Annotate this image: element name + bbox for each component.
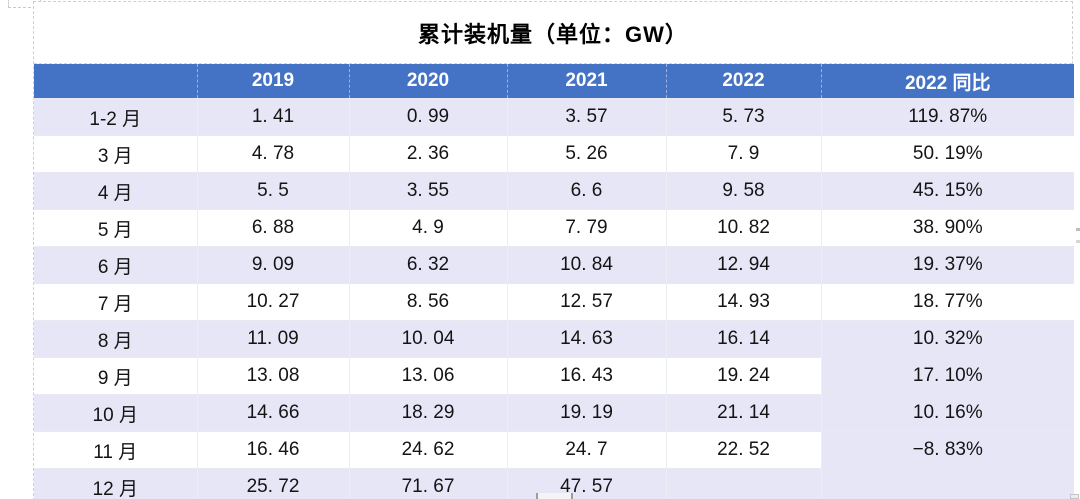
table-row: 11 月 16. 46 24. 62 24. 7 22. 52 −8. 83% — [34, 431, 1074, 469]
scrollbar-corner-fragment — [1070, 494, 1079, 499]
capacity-table: 累计装机量（单位：GW） 2019 2020 2021 2022 2022 同比 1-2… — [33, 1, 1074, 499]
value-cell: 5. 5 — [197, 172, 350, 210]
value-cell: 14. 66 — [197, 394, 350, 432]
value-cell: −8. 83% — [821, 431, 1074, 469]
value-cell: 16. 43 — [507, 357, 667, 395]
header-row: 2019 2020 2021 2022 2022 同比 — [34, 64, 1074, 99]
horizontal-scrollbar-thumb[interactable] — [536, 493, 573, 499]
table-row: 8 月 11. 09 10. 04 14. 63 16. 14 10. 32% — [34, 320, 1074, 358]
header-cell: 2021 — [507, 64, 667, 99]
value-cell: 25. 72 — [197, 468, 350, 499]
value-cell: 24. 62 — [349, 431, 508, 469]
value-cell: 19. 37% — [821, 246, 1074, 284]
header-cell: 2022 同比 — [821, 64, 1074, 99]
row-label-cell: 11 月 — [34, 431, 198, 469]
value-cell: 10. 27 — [197, 283, 350, 321]
value-cell: 3. 57 — [507, 98, 667, 136]
value-cell — [666, 468, 822, 499]
value-cell: 10. 16% — [821, 394, 1074, 432]
value-cell: 4. 78 — [197, 135, 350, 173]
value-cell: 10. 32% — [821, 320, 1074, 358]
row-label-cell: 10 月 — [34, 394, 198, 432]
table-row: 12 月 25. 72 71. 67 47. 57 — [34, 468, 1074, 499]
value-cell: 5. 26 — [507, 135, 667, 173]
value-cell: 3. 55 — [349, 172, 508, 210]
value-cell: 6. 32 — [349, 246, 508, 284]
row-label-cell: 9 月 — [34, 357, 198, 395]
table-row: 1-2 月 1. 41 0. 99 3. 57 5. 73 119. 87% — [34, 98, 1074, 136]
vertical-scrollbar-fragment — [1076, 240, 1080, 243]
value-cell: 14. 93 — [666, 283, 822, 321]
value-cell: 19. 24 — [666, 357, 822, 395]
table-row: 4 月 5. 5 3. 55 6. 6 9. 58 45. 15% — [34, 172, 1074, 210]
data-table: 2019 2020 2021 2022 2022 同比 1-2 月 1. 41 0. 99 3… — [34, 64, 1074, 499]
value-cell: 17. 10% — [821, 357, 1074, 395]
value-cell: 8. 56 — [349, 283, 508, 321]
row-label-cell: 7 月 — [34, 283, 198, 321]
value-cell: 13. 06 — [349, 357, 508, 395]
value-cell: 6. 6 — [507, 172, 667, 210]
value-cell: 11. 09 — [197, 320, 350, 358]
row-label-cell: 8 月 — [34, 320, 198, 358]
row-label-cell: 12 月 — [34, 468, 198, 499]
value-cell: 19. 19 — [507, 394, 667, 432]
value-cell — [821, 468, 1074, 499]
value-cell: 45. 15% — [821, 172, 1074, 210]
row-label-cell: 4 月 — [34, 172, 198, 210]
table-row: 3 月 4. 78 2. 36 5. 26 7. 9 50. 19% — [34, 135, 1074, 173]
value-cell: 1. 41 — [197, 98, 350, 136]
value-cell: 16. 46 — [197, 431, 350, 469]
value-cell: 12. 94 — [666, 246, 822, 284]
value-cell: 9. 09 — [197, 246, 350, 284]
row-label-cell: 6 月 — [34, 246, 198, 284]
value-cell: 22. 52 — [666, 431, 822, 469]
value-cell: 47. 57 — [507, 468, 667, 499]
value-cell: 0. 99 — [349, 98, 508, 136]
value-cell: 18. 77% — [821, 283, 1074, 321]
value-cell: 10. 82 — [666, 209, 822, 247]
value-cell: 18. 29 — [349, 394, 508, 432]
table-row: 7 月 10. 27 8. 56 12. 57 14. 93 18. 77% — [34, 283, 1074, 321]
table-row: 5 月 6. 88 4. 9 7. 79 10. 82 38. 90% — [34, 209, 1074, 247]
value-cell: 2. 36 — [349, 135, 508, 173]
header-cell: 2019 — [197, 64, 350, 99]
value-cell: 4. 9 — [349, 209, 508, 247]
value-cell: 16. 14 — [666, 320, 822, 358]
table-row: 10 月 14. 66 18. 29 19. 19 21. 14 10. 16% — [34, 394, 1074, 432]
value-cell: 6. 88 — [197, 209, 350, 247]
value-cell: 24. 7 — [507, 431, 667, 469]
value-cell: 21. 14 — [666, 394, 822, 432]
value-cell: 119. 87% — [821, 98, 1074, 136]
header-cell: 2022 — [666, 64, 822, 99]
value-cell: 7. 9 — [666, 135, 822, 173]
table-title: 累计装机量（单位：GW） — [34, 2, 1072, 64]
header-cell — [34, 64, 198, 99]
row-label-cell: 1-2 月 — [34, 98, 198, 136]
value-cell: 12. 57 — [507, 283, 667, 321]
value-cell: 50. 19% — [821, 135, 1074, 173]
value-cell: 38. 90% — [821, 209, 1074, 247]
value-cell: 5. 73 — [666, 98, 822, 136]
table-row: 9 月 13. 08 13. 06 16. 43 19. 24 17. 10% — [34, 357, 1074, 395]
value-cell: 9. 58 — [666, 172, 822, 210]
table-row: 6 月 9. 09 6. 32 10. 84 12. 94 19. 37% — [34, 246, 1074, 284]
row-label-cell: 5 月 — [34, 209, 198, 247]
row-label-cell: 3 月 — [34, 135, 198, 173]
header-cell: 2020 — [349, 64, 508, 99]
value-cell: 13. 08 — [197, 357, 350, 395]
value-cell: 10. 84 — [507, 246, 667, 284]
value-cell: 7. 79 — [507, 209, 667, 247]
vertical-scrollbar-fragment — [1076, 228, 1080, 231]
value-cell: 10. 04 — [349, 320, 508, 358]
value-cell: 71. 67 — [349, 468, 508, 499]
value-cell: 14. 63 — [507, 320, 667, 358]
